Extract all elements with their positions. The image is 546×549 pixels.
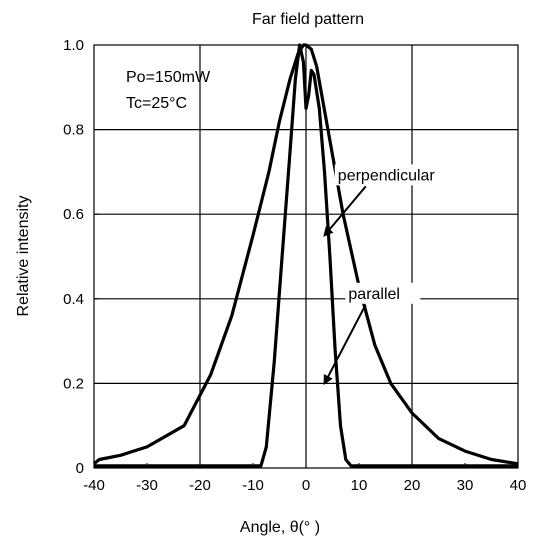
condition-temperature: Tc=25°C [126,95,187,112]
y-tick-label: 0 [76,460,84,477]
grid-lines [94,45,518,468]
annotation-perpendicular: perpendicular [338,167,436,184]
annotation-arrow [323,185,367,237]
y-tick-label: 1.0 [63,37,84,54]
x-tick-label: -10 [242,477,264,494]
annotation-parallel: parallel [348,286,400,303]
x-tick-label: 20 [404,477,421,494]
y-tick-label: 0.4 [63,291,84,308]
x-axis-label: Angle, θ(° ) [240,519,320,536]
x-tick-label: 40 [510,477,527,494]
x-tick-label: 10 [351,477,368,494]
y-tick-label: 0.6 [63,206,84,223]
series-line-parallel [94,43,518,468]
y-axis-label: Relative intensity [15,196,32,317]
annotation-arrow [323,304,367,386]
condition-power: Po=150mW [126,69,211,86]
annotation-backing [345,282,421,304]
chart-title: Far field pattern [252,11,364,28]
x-tick-label: -20 [189,477,211,494]
y-tick-label: 0.8 [63,122,84,139]
tick-layer: -40 -30 -20 -10 0 10 20 30 40 0 0.2 0.4 0.6 0.8 1.0 [63,37,526,494]
annotation-layer: perpendicular parallel [323,164,453,386]
annotation-backing [334,164,453,186]
x-tick-label: -40 [83,477,105,494]
y-tick-label: 0.2 [63,375,84,392]
x-tick-label: -30 [136,477,158,494]
x-tick-label: 0 [302,477,310,494]
x-tick-label: 30 [457,477,474,494]
